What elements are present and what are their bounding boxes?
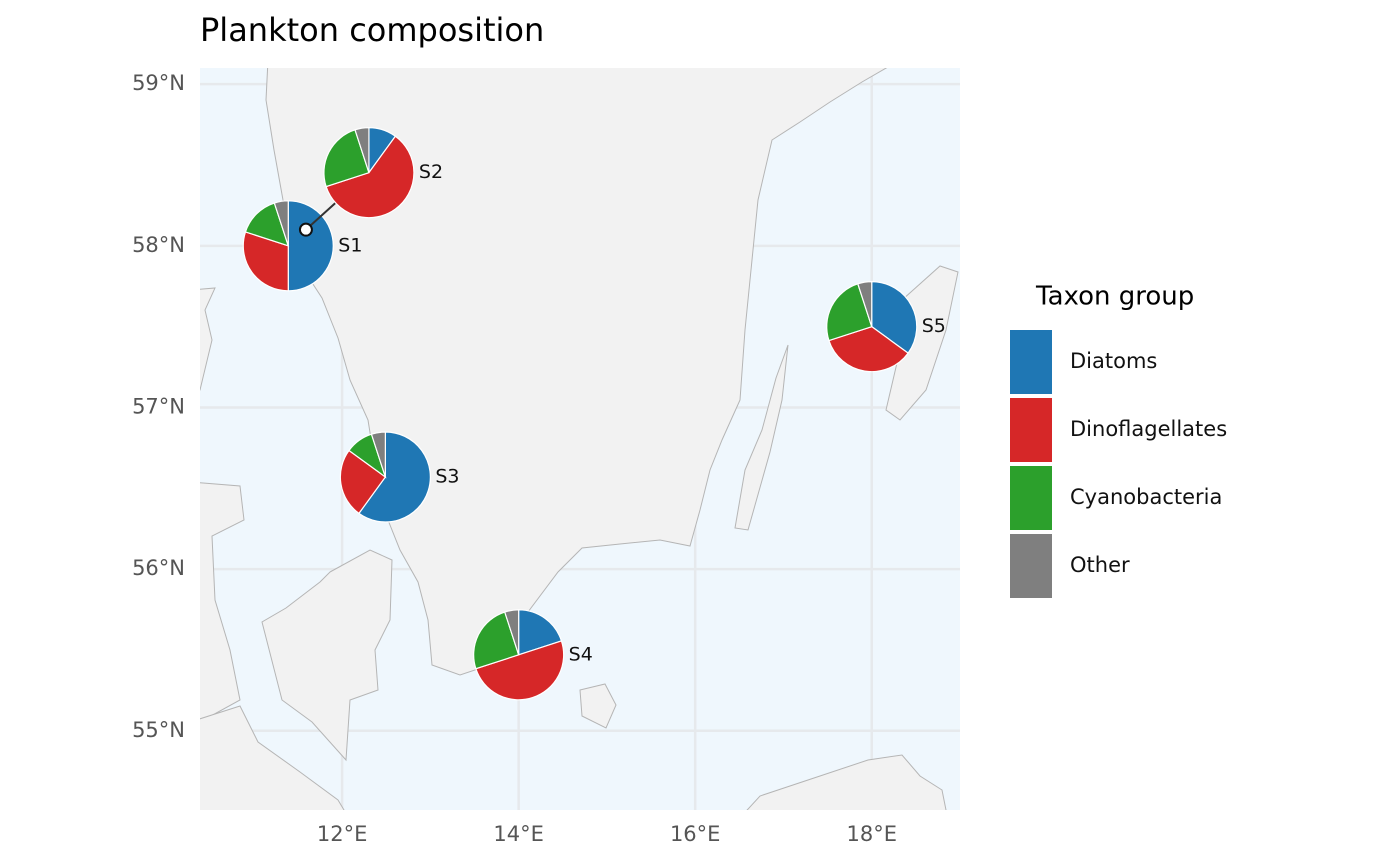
pie-slice xyxy=(475,640,565,701)
y-tick-label: 58°N xyxy=(132,233,185,257)
oland xyxy=(734,344,789,531)
germany xyxy=(200,705,345,810)
station-label: S2 xyxy=(419,161,443,183)
pie-slice xyxy=(358,431,431,523)
poland xyxy=(746,754,947,810)
legend-title: Taxon group xyxy=(1035,282,1194,312)
zealand xyxy=(261,549,393,762)
chart-title: Plankton composition xyxy=(200,11,544,49)
legend-label: Diatoms xyxy=(1070,349,1157,373)
station-point xyxy=(298,222,313,237)
pies: S1 S2 S3 S4 S5 xyxy=(242,127,946,701)
station-label: S5 xyxy=(922,315,946,337)
pie-slice xyxy=(354,127,370,173)
station-label: S1 xyxy=(338,234,362,256)
pie-slice xyxy=(339,449,387,515)
x-tick-label: 12°E xyxy=(317,822,368,846)
pie-slice xyxy=(273,200,289,247)
station-label: S3 xyxy=(435,465,459,487)
pie-slice xyxy=(518,609,563,656)
legend-key xyxy=(1010,534,1052,598)
legend-label: Other xyxy=(1070,553,1130,577)
norway-coast xyxy=(200,287,216,391)
legend-key xyxy=(1010,330,1052,394)
legend-key xyxy=(1010,398,1052,462)
pie-slice xyxy=(370,431,386,478)
y-tick-label: 55°N xyxy=(132,718,185,742)
sweden xyxy=(265,68,888,676)
x-tick-label: 18°E xyxy=(846,822,897,846)
pie-slice xyxy=(871,281,918,354)
pie-slice xyxy=(287,200,334,292)
land xyxy=(200,68,959,810)
station-label: S4 xyxy=(569,643,593,665)
x-tick-label: 14°E xyxy=(493,822,544,846)
legend-label: Dinoflagellates xyxy=(1070,417,1227,441)
pie-slice xyxy=(323,129,370,188)
legend-label: Cyanobacteria xyxy=(1070,485,1222,509)
bornholm xyxy=(579,683,617,729)
y-tick-label: 57°N xyxy=(132,394,185,418)
pie-slice xyxy=(828,325,909,373)
y-tick-label: 56°N xyxy=(132,556,185,580)
pie-slice xyxy=(473,611,520,670)
jutland xyxy=(200,482,245,723)
pie-slice xyxy=(857,281,873,327)
x-tick-label: 16°E xyxy=(670,822,721,846)
pie-slice xyxy=(503,609,520,655)
pie-slice xyxy=(826,283,873,342)
legend-key xyxy=(1010,466,1052,530)
y-tick-label: 59°N xyxy=(132,71,185,95)
pie-slice xyxy=(242,231,289,292)
pie-slice xyxy=(325,135,415,219)
